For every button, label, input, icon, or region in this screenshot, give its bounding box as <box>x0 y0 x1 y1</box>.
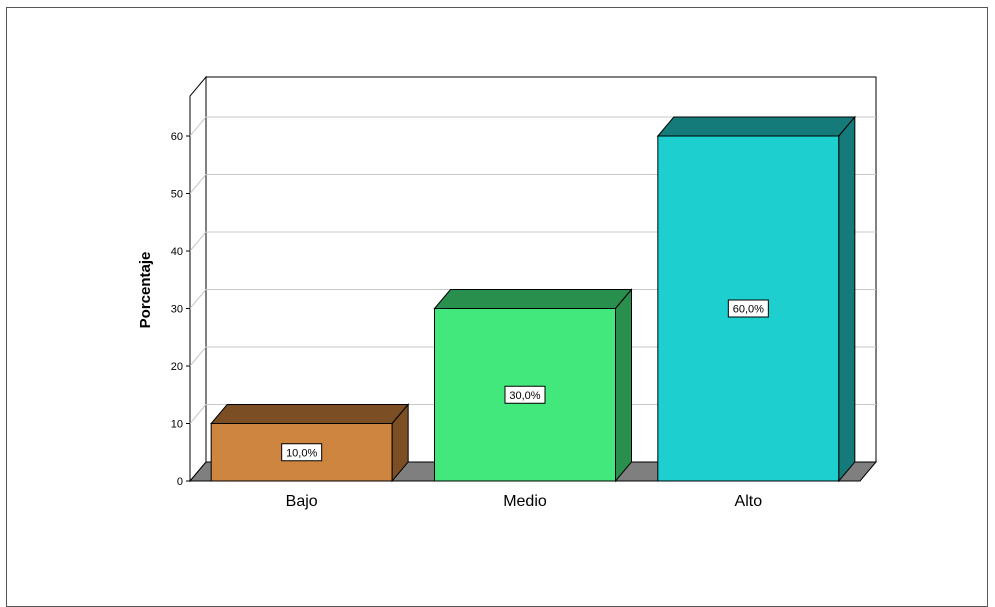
y-tick-label: 40 <box>171 246 183 258</box>
bar-side <box>616 290 632 482</box>
data-label: 60,0% <box>728 300 768 317</box>
y-tick-label: 60 <box>171 131 183 143</box>
bar-top <box>211 405 408 424</box>
data-label-text: 60,0% <box>733 304 764 316</box>
bar-top <box>658 117 855 136</box>
x-category-label: Bajo <box>286 493 318 510</box>
y-tick-label: 30 <box>171 304 183 316</box>
bar-chart: 0 10 20 30 40 50 60 Bajo Medio Alto 10,0% 30,0% 60… <box>0 0 995 592</box>
bar-alto <box>658 117 855 481</box>
data-label: 10,0% <box>282 444 322 461</box>
bar-top <box>435 290 632 309</box>
x-category-label: Alto <box>735 493 763 510</box>
data-label: 30,0% <box>505 386 545 403</box>
bar-medio <box>435 290 632 482</box>
x-axis-labels: Bajo Medio Alto <box>286 493 763 510</box>
y-axis-label: Porcentaje <box>137 252 154 329</box>
y-tick-label: 10 <box>171 419 183 431</box>
y-tick-label: 20 <box>171 361 183 373</box>
x-category-label: Medio <box>503 493 547 510</box>
data-label-text: 30,0% <box>509 390 540 402</box>
y-tick-label: 0 <box>177 476 183 488</box>
y-axis-ticks: 0 10 20 30 40 50 60 <box>171 131 190 488</box>
bar-side <box>839 117 855 481</box>
y-tick-label: 50 <box>171 189 183 201</box>
bar-bajo <box>211 405 408 482</box>
data-label-text: 10,0% <box>286 447 317 459</box>
